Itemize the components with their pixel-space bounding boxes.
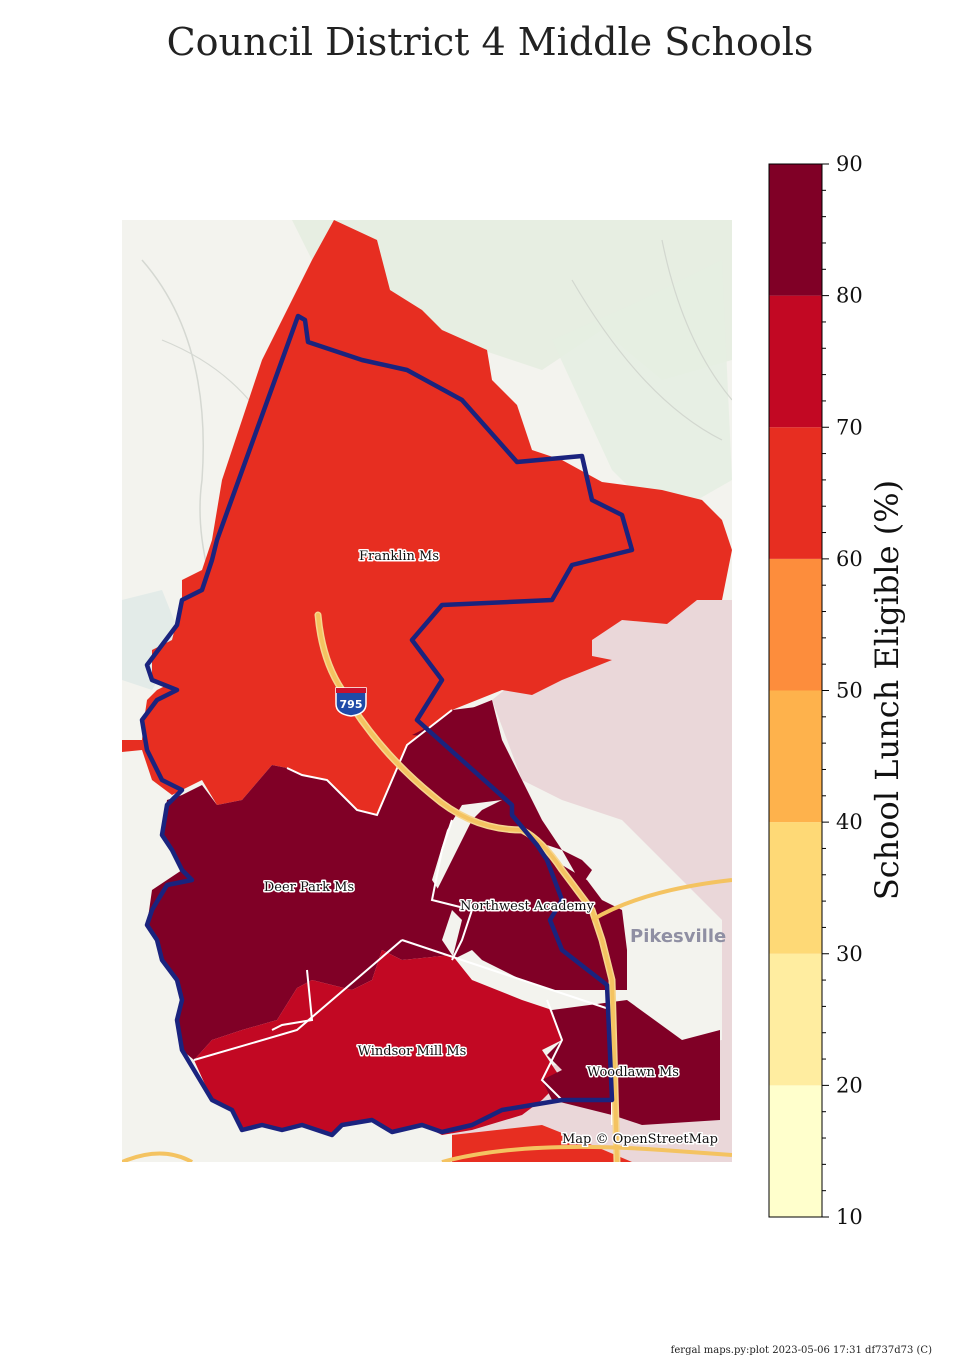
colorbar-bins	[769, 164, 822, 1217]
catchment-woodlawn-ms[interactable]	[542, 1000, 720, 1125]
colorbar-tick-label: 30	[836, 942, 863, 966]
footer-note: fergal maps.py:plot 2023-05-06 17:31 df7…	[670, 1345, 932, 1356]
school-label-windsor-mill: Windsor Mill Ms	[358, 1044, 467, 1059]
catchment-boundary	[286, 709, 453, 817]
colorbar-bin	[769, 427, 822, 559]
highway-shield-icon: 795	[335, 687, 367, 717]
catchment-deer-park-ms[interactable]	[147, 705, 502, 1060]
colorbar-frame	[768, 163, 823, 1218]
highway-i795-core	[316, 613, 619, 1162]
school-label-franklin: Franklin Ms	[359, 549, 439, 564]
basemap-urban-area	[452, 600, 732, 1162]
colorbar-tick-label: 60	[836, 547, 863, 571]
colorbar-tick-label: 90	[836, 152, 863, 176]
colorbar-tick-label: 50	[836, 679, 863, 703]
catchment-boundary	[271, 969, 314, 1031]
map-panel: 795 Pikesville Franklin Ms Deer Park Ms …	[122, 220, 732, 1162]
catchment-boundary	[540, 999, 564, 1101]
district-4-outline	[139, 313, 635, 1138]
school-label-northwest-academy: Northwest Academy	[460, 899, 595, 914]
colorbar-bin	[769, 690, 822, 823]
catchment-boundary	[430, 819, 474, 961]
colorbar-bin	[769, 953, 822, 1086]
colorbar-label: School Lunch Eligible (%)	[868, 480, 906, 900]
highway-shield-number: 795	[340, 698, 363, 711]
catchment-boundary	[193, 939, 403, 1061]
map-attribution: Map © OpenStreetMap	[562, 1132, 718, 1147]
basemap-road	[661, 239, 732, 401]
colorbar-tick-label: 70	[836, 415, 863, 439]
catchment-windsor-mill-ms[interactable]	[194, 950, 562, 1135]
colorbar-bin	[769, 164, 822, 296]
colorbar-bin	[769, 1085, 822, 1217]
map-canvas: 795 Pikesville Franklin Ms Deer Park Ms …	[122, 220, 732, 1162]
highway-south	[441, 1144, 732, 1162]
catchment-northwest-academy[interactable]	[412, 700, 627, 990]
catchment-franklin-ms[interactable]	[122, 220, 732, 815]
school-label-deer-park: Deer Park Ms	[264, 880, 354, 895]
colorbar-bin	[769, 822, 822, 954]
highway-southwest	[122, 1151, 193, 1162]
colorbar-tick-label: 10	[836, 1205, 863, 1229]
colorbar-ticks: 10 20 30 40 50 60 70 80 90	[822, 152, 863, 1229]
colorbar-tick-label: 20	[836, 1073, 863, 1097]
colorbar-bin	[769, 558, 822, 691]
school-label-woodlawn: Woodlawn Ms	[587, 1065, 679, 1080]
colorbar-bin	[769, 295, 822, 428]
colorbar-tick-label: 40	[836, 810, 863, 834]
colorbar-tick-label: 80	[836, 284, 863, 308]
basemap-road	[571, 279, 723, 441]
place-label-pikesville: Pikesville	[630, 926, 726, 947]
highway-east	[590, 878, 732, 922]
chart-title: Council District 4 Middle Schools	[166, 20, 814, 64]
